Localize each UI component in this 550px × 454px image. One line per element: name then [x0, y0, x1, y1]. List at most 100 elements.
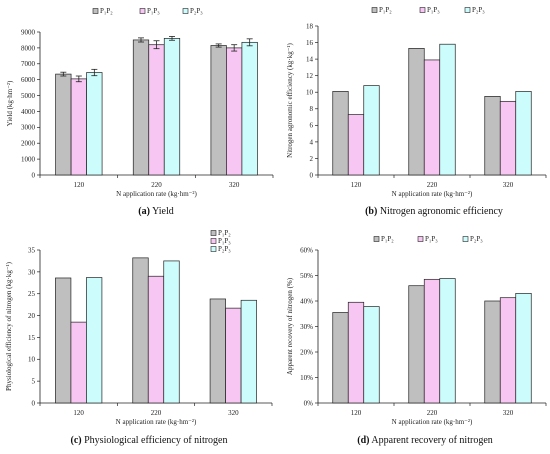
y-tick-label: 20 — [28, 312, 36, 320]
y-tick-label: 30 — [28, 268, 36, 276]
y-tick-label: 4 — [310, 138, 314, 146]
bar — [55, 277, 72, 404]
bar — [439, 278, 456, 404]
y-tick-label: 8 — [310, 105, 314, 113]
y-tick-label: 15 — [28, 334, 36, 342]
y-tick-label: 0% — [304, 399, 314, 407]
bar — [408, 47, 425, 176]
bar — [423, 59, 441, 176]
bar — [132, 39, 150, 176]
y-tick-label: 25 — [28, 290, 36, 298]
bar — [163, 260, 180, 404]
y-tick-label: 14 — [306, 56, 314, 64]
x-tick-label: 120 — [351, 181, 362, 189]
bar — [515, 293, 532, 404]
legend-label: P₁P₃ — [427, 6, 440, 14]
legend-swatch — [210, 238, 217, 244]
y-tick-label: 5 — [32, 378, 36, 386]
bar — [225, 307, 242, 404]
y-tick-label: 30% — [300, 323, 313, 331]
y-tick-label: 4000 — [21, 108, 36, 116]
x-tick-label: 320 — [503, 409, 514, 417]
panel-caption-letter: (c) — [71, 435, 82, 446]
legend-swatch — [210, 246, 217, 252]
panel-caption-letter: (d) — [357, 435, 369, 446]
bar — [439, 43, 456, 176]
bar — [86, 72, 103, 176]
y-tick-label: 35 — [28, 246, 36, 254]
bar — [332, 91, 349, 176]
bar — [499, 100, 517, 176]
bar — [363, 306, 380, 404]
y-tick-label: 0 — [310, 171, 314, 179]
bar — [484, 96, 501, 176]
y-tick-label: 12 — [306, 72, 314, 80]
legend-swatch — [419, 7, 426, 13]
y-tick-label: 3000 — [21, 124, 36, 132]
legend-swatch — [92, 8, 99, 14]
x-axis-label: N application rate (kg·hm⁻²) — [116, 418, 197, 426]
legend-swatch — [210, 230, 217, 236]
panel-caption-text: Nitrogen agronomic efficiency — [377, 206, 503, 217]
bar — [209, 298, 226, 404]
legend-swatch — [139, 8, 146, 14]
bar — [240, 299, 257, 404]
y-axis-label: Yield (kg·hm⁻²) — [6, 80, 14, 126]
x-axis-label: N application rate (kg·hm⁻²) — [392, 418, 473, 426]
y-tick-label: 2000 — [21, 140, 36, 148]
panel-caption-text: Yield — [150, 206, 174, 217]
x-tick-label: 120 — [351, 409, 362, 417]
y-tick-label: 40% — [300, 297, 313, 305]
bar — [210, 45, 227, 176]
legend-swatch — [462, 236, 469, 242]
bar — [347, 301, 365, 404]
panel-caption: (a) Yield — [138, 206, 173, 217]
x-tick-label: 220 — [151, 181, 162, 189]
y-axis-label: Nitrogen agronomic efficiency (kg·kg⁻¹) — [286, 42, 294, 157]
legend-label: P₂P₃ — [472, 6, 485, 14]
x-tick-label: 220 — [427, 181, 438, 189]
x-tick-label: 120 — [74, 181, 85, 189]
x-tick-label: 320 — [229, 181, 240, 189]
legend-label: P₂P₃ — [190, 7, 203, 15]
y-axis-label: Physiological efficiency of nitrogen (kg… — [5, 261, 13, 391]
y-tick-label: 8000 — [21, 44, 36, 52]
y-tick-label: 5000 — [21, 92, 36, 100]
y-tick-label: 20% — [300, 348, 313, 356]
y-tick-label: 10 — [28, 356, 36, 364]
y-tick-label: 1000 — [21, 156, 36, 164]
chart-panel-1: 0 2 4 6 8 10 12 14 16 18 120 220 320 P₁P₂ P₁P₃ P₂P₃ Nitr… — [286, 6, 547, 217]
x-tick-label: 220 — [151, 409, 162, 417]
bar — [363, 85, 380, 176]
bar — [163, 38, 181, 176]
panel-caption: (c) Physiological efficiency of nitrogen — [71, 435, 228, 446]
y-tick-label: 2 — [310, 155, 314, 163]
bar — [70, 78, 87, 176]
x-axis-label: N application rate (kg·hm⁻²) — [392, 190, 473, 198]
y-tick-label: 9000 — [21, 28, 36, 36]
bar — [70, 321, 87, 404]
y-tick-label: 18 — [306, 22, 314, 30]
chart-panel-3: 0% 10% 20% 30% 40% 50% 60% 120 220 320 P₁P₂ P₁P₃ P₂P… — [286, 235, 547, 446]
panel-caption-letter: (b) — [365, 206, 377, 217]
legend-label: P₁P₃ — [147, 7, 160, 15]
legend-swatch — [371, 7, 378, 13]
legend-label: P₁P₂ — [218, 229, 231, 237]
y-tick-label: 10% — [300, 374, 313, 382]
x-tick-label: 320 — [503, 181, 514, 189]
legend-swatch — [182, 8, 189, 14]
y-tick-label: 16 — [306, 39, 314, 47]
legend-label: P₂P₃ — [470, 235, 483, 243]
bar — [423, 278, 441, 404]
x-tick-label: 120 — [73, 409, 84, 417]
bar — [226, 47, 243, 176]
legend-label: P₁P₃ — [425, 235, 438, 243]
legend-label: P₁P₂ — [379, 6, 392, 14]
bar — [148, 44, 165, 176]
legend-label: P₁P₂ — [100, 7, 113, 15]
chart-panel-0: 0 1000 2000 3000 4000 5000 6000 7000 8000 9000 120… — [6, 7, 274, 217]
y-axis-label: Apparent recovery of nitrogen (%) — [286, 277, 294, 375]
bar — [241, 41, 258, 176]
